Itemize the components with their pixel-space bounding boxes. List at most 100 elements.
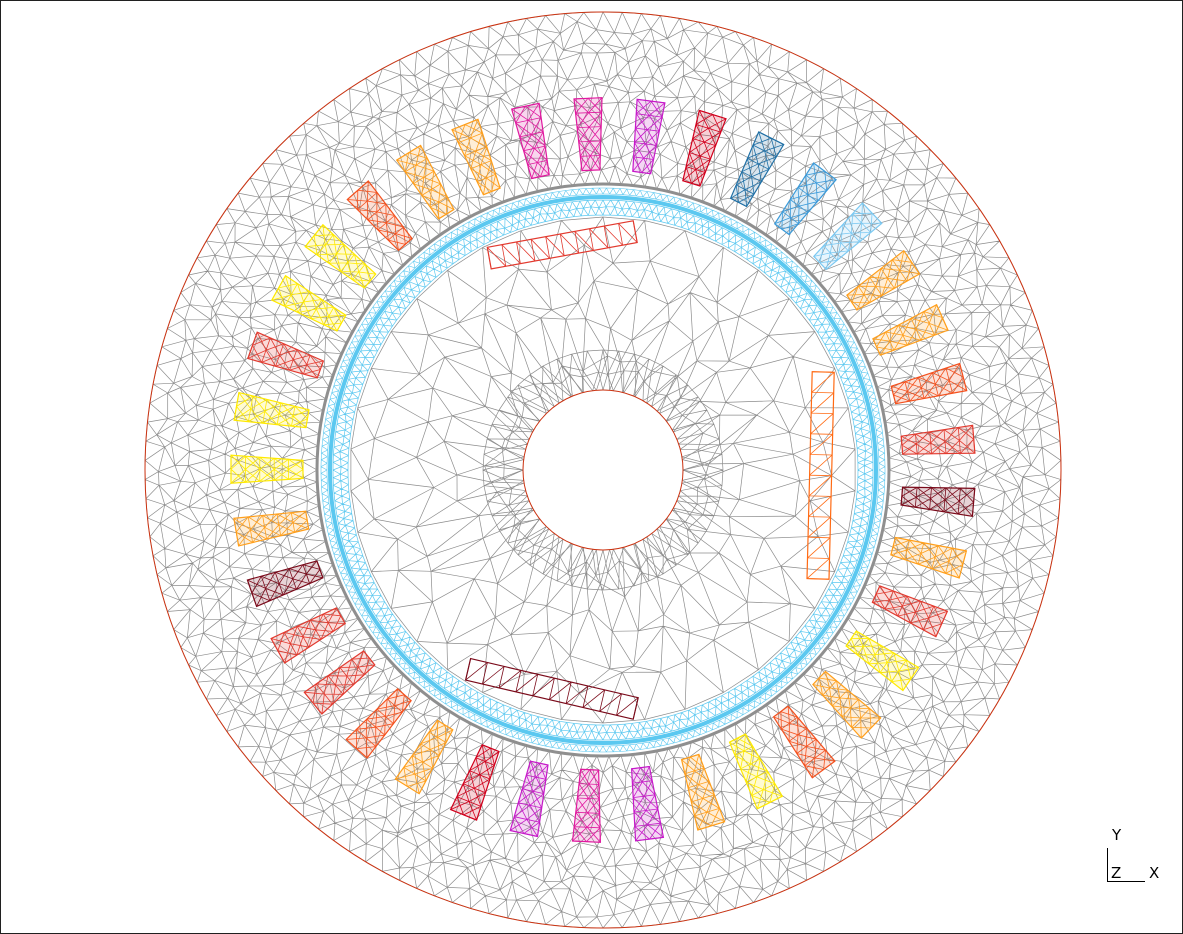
stator-slot-mesh: [632, 98, 666, 175]
stator-slot: [246, 560, 324, 608]
stator-slot-mesh: [396, 145, 455, 220]
rotor-bar-mesh: [465, 658, 639, 720]
boundaries: [144, 11, 1062, 929]
stator-slot-outline: [846, 249, 921, 311]
stator-slot: [233, 510, 310, 547]
stator-slot: [773, 162, 837, 236]
stator-slot-mesh: [230, 454, 304, 484]
stator-slot-mesh: [303, 650, 376, 715]
stator-slot-mesh: [681, 754, 725, 831]
stator-slot-mesh: [511, 102, 550, 179]
stator-slot-outline: [233, 391, 310, 429]
stator-slot-mesh: [304, 224, 377, 289]
airgap-ring: [328, 195, 878, 745]
stator-slot: [871, 585, 949, 638]
rotor-bars: [464, 220, 835, 720]
stator-slot: [900, 486, 976, 517]
stator-slot: [451, 118, 501, 196]
stator-slot-mesh: [247, 332, 324, 379]
stator-slot: [890, 362, 968, 405]
stator-slot: [571, 768, 602, 843]
stator-slot: [346, 180, 413, 252]
stator-slot-mesh: [813, 202, 883, 270]
stator-slot-outline: [395, 144, 455, 220]
stator-slot-mesh: [900, 486, 976, 517]
rotor-bar: [486, 220, 638, 270]
stator-slot-outline: [630, 765, 665, 842]
stator-slot-mesh: [682, 110, 727, 187]
stator-slot: [632, 98, 666, 175]
stator-slot-outline: [449, 744, 500, 821]
rotor-bar: [464, 657, 639, 720]
stator-slot-mesh: [812, 671, 881, 739]
stator-slot-mesh: [631, 766, 664, 842]
stator-slot-outline: [845, 630, 920, 692]
axes-triad: Y Z X: [1100, 826, 1170, 886]
stator-slot-mesh: [872, 304, 949, 356]
stator-slot: [303, 650, 376, 715]
stator-slot: [890, 536, 968, 579]
rotor-bar: [806, 371, 835, 580]
stator-slot: [270, 274, 347, 332]
stator-slot: [630, 765, 665, 842]
triad-x-label: X: [1149, 864, 1160, 882]
stator-slot: [394, 719, 454, 795]
triad-z-label: Z: [1111, 864, 1122, 882]
stator-slot: [509, 760, 549, 838]
stator-slot-mesh: [872, 585, 948, 637]
stator-slot: [900, 424, 976, 455]
stator-slot-mesh: [345, 688, 412, 759]
stator-slot: [304, 223, 377, 289]
stator-slot-mesh: [347, 180, 413, 251]
stator-slot-mesh: [730, 131, 784, 207]
triad-y-label: Y: [1112, 826, 1122, 844]
stator-slot: [846, 249, 921, 311]
stator-slot-mesh: [890, 363, 968, 404]
stator-slot-mesh: [572, 768, 601, 843]
stator-slot-mesh: [395, 720, 454, 795]
rotor-bar-mesh: [486, 220, 638, 269]
stator-slot-mesh: [450, 744, 500, 821]
stator-slot: [230, 454, 304, 484]
stator-slot-mesh: [845, 630, 919, 691]
stator-slot: [812, 670, 882, 739]
stator-slot-mesh: [270, 607, 346, 664]
stator-slot-mesh: [846, 250, 920, 311]
stator-slot-mesh: [233, 392, 310, 428]
stator-slot-mesh: [900, 425, 976, 455]
stator-slot-mesh: [233, 510, 310, 547]
stator-slot-outline: [303, 650, 376, 715]
stator-slot: [812, 202, 883, 271]
airgap-outer-mesh: [320, 187, 886, 753]
stator-slot-outline: [890, 362, 968, 405]
stator-slot-mesh: [509, 760, 549, 837]
stator-slot-mesh: [890, 537, 967, 579]
stator-slot: [573, 97, 603, 172]
stator-slot: [449, 744, 500, 821]
stator-slot: [345, 687, 412, 759]
triad-y-axis-line: [1107, 848, 1108, 882]
airgap-outer-ring: [315, 182, 891, 758]
shaft-boundary: [522, 389, 684, 551]
stator-slot-mesh: [774, 162, 837, 235]
stator-slot: [772, 705, 836, 779]
stator-slot: [728, 733, 784, 810]
stator-slot-mesh: [773, 705, 836, 779]
rotor-bar-mesh: [806, 371, 835, 580]
airgap-inner-mesh: [332, 199, 874, 741]
stator-slot-mesh: [451, 118, 501, 196]
stator-slot-outline: [632, 98, 666, 175]
triad-x-axis-line: [1107, 881, 1145, 882]
stator-slot: [872, 303, 949, 356]
airgap-band: [315, 182, 891, 758]
stator-slot-mesh: [271, 275, 347, 332]
stator-slot-outline: [233, 510, 310, 547]
stator-slot: [233, 391, 310, 429]
stator-slot-mesh: [729, 733, 783, 810]
stator-slot: [395, 144, 455, 220]
stator-slot-mesh: [247, 560, 324, 607]
stator-slot: [845, 630, 920, 692]
stator-slot: [270, 607, 346, 664]
